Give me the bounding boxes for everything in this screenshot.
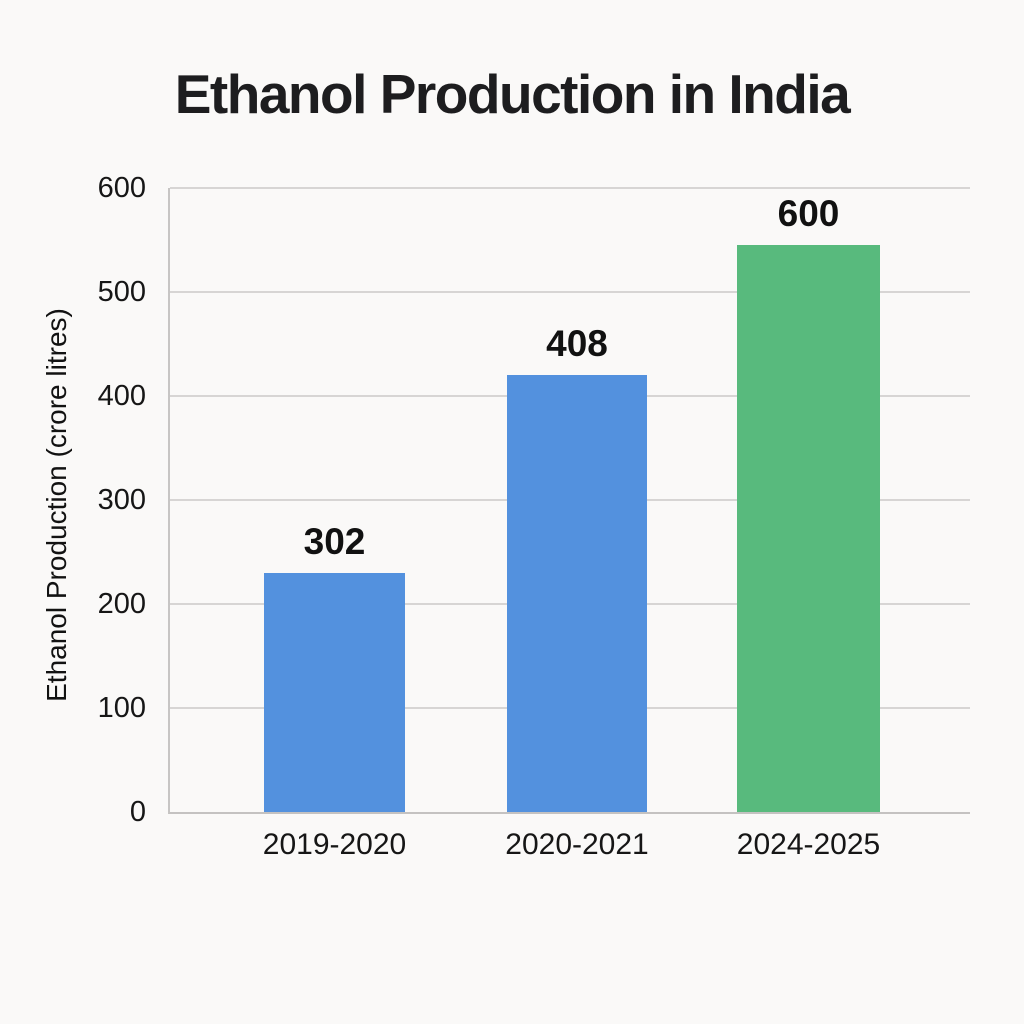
- y-tick-label-300: 300: [97, 484, 146, 516]
- y-tick-label-100: 100: [97, 692, 146, 724]
- x-tick-label-2019-2020: 2019-2020: [262, 828, 407, 861]
- bar-2019-2020: [264, 573, 405, 812]
- bar-value-label-2024-2025: 600: [777, 193, 840, 234]
- gridline-y-600: [170, 187, 970, 189]
- y-tick-label-0: 0: [129, 796, 146, 828]
- y-tick-label-400: 400: [97, 380, 146, 412]
- y-tick-label-200: 200: [97, 588, 146, 620]
- y-tick-label-600: 600: [97, 172, 146, 204]
- bar-2020-2021: [507, 375, 647, 812]
- x-tick-label-2020-2021: 2020-2021: [505, 828, 649, 861]
- chart-title: Ethanol Production in India: [174, 63, 851, 125]
- bar-value-label-2019-2020: 302: [303, 521, 366, 562]
- x-tick-label-2024-2025: 2024-2025: [736, 828, 881, 861]
- bar-2024-2025: [737, 245, 880, 812]
- bar-value-label-2020-2021: 408: [546, 323, 608, 364]
- plot-area: 302 2019-2020 408 2020-2021 600 2024-2025: [168, 187, 970, 861]
- y-tick-label-500: 500: [97, 276, 146, 308]
- gridline-y-500: [170, 291, 970, 293]
